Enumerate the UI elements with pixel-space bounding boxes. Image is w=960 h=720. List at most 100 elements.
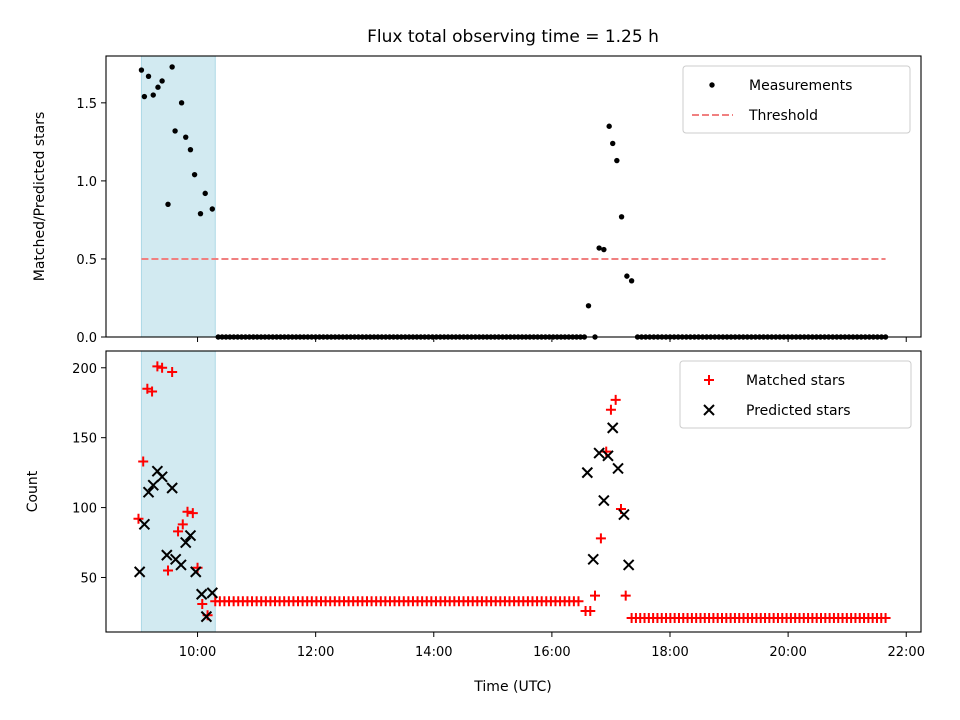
data-point <box>167 366 178 377</box>
data-point <box>182 506 193 517</box>
data-point <box>159 78 165 84</box>
data-point <box>628 278 635 284</box>
data-point <box>624 273 630 279</box>
data-point <box>610 394 621 405</box>
series-measurements <box>138 64 889 340</box>
legend-label: Measurements <box>749 78 852 94</box>
data-point <box>172 128 178 134</box>
legend-label: Matched stars <box>746 373 845 389</box>
data-point <box>169 64 175 70</box>
data-point <box>610 140 616 147</box>
legend-entry: Measurements <box>709 78 852 94</box>
y-tick-label: 0.5 <box>76 253 97 268</box>
bottom-panel: 50 100 150 200 10:00 12:00 14:00 16:00 18:00 20:0… <box>72 350 925 660</box>
data-point <box>133 566 146 578</box>
data-point <box>202 190 208 197</box>
data-point <box>590 590 600 601</box>
data-point <box>138 456 149 467</box>
data-point <box>157 362 168 373</box>
data-point <box>606 123 612 129</box>
data-point <box>150 92 156 98</box>
data-point <box>155 84 161 90</box>
data-point <box>156 471 168 483</box>
bottom-legend: Matched stars Predicted stars <box>679 360 912 429</box>
data-point <box>197 210 204 217</box>
data-point <box>703 404 715 416</box>
x-tick-label: 16:00 <box>533 645 570 660</box>
data-point <box>704 375 714 385</box>
data-point <box>618 214 625 220</box>
legend-entry: Threshold <box>692 108 818 124</box>
data-point <box>177 519 188 530</box>
y-tick-label: 1.5 <box>76 97 97 112</box>
data-point <box>187 146 194 153</box>
data-point <box>602 450 614 462</box>
data-point <box>209 206 216 212</box>
y-tick-label: 100 <box>72 502 97 517</box>
data-point <box>581 466 594 479</box>
data-point <box>173 526 184 537</box>
top-legend: Measurements Threshold <box>682 65 911 134</box>
data-point <box>587 553 599 566</box>
chart-title: Flux total observing time = 1.25 h <box>367 27 659 47</box>
data-point <box>607 422 619 434</box>
data-point <box>601 246 607 253</box>
legend-box <box>679 360 912 429</box>
x-tick-label: 22:00 <box>888 645 925 660</box>
data-point <box>180 536 192 549</box>
data-point <box>184 529 197 542</box>
legend-label: Predicted stars <box>746 403 851 419</box>
legend-label: Threshold <box>748 108 818 124</box>
data-point <box>709 82 715 88</box>
data-point <box>183 134 189 140</box>
series-matched-stars <box>133 361 891 624</box>
data-point <box>598 494 610 507</box>
series-predicted-stars <box>133 422 635 623</box>
top-y-axis-label: Matched/Predicted stars <box>32 112 48 282</box>
data-point <box>161 549 173 561</box>
y-tick-label: 200 <box>72 362 97 377</box>
y-tick-label: 0.0 <box>76 331 97 346</box>
data-point <box>612 462 624 475</box>
data-point <box>147 386 158 397</box>
data-point <box>145 73 152 79</box>
bottom-y-axis-label: Count <box>25 470 41 512</box>
y-tick-label: 150 <box>72 432 97 447</box>
data-point <box>165 201 171 208</box>
data-point <box>593 447 605 459</box>
data-point <box>141 93 148 100</box>
data-point <box>585 303 592 309</box>
y-tick-label: 1.0 <box>76 175 97 190</box>
x-tick-label: 18:00 <box>651 645 688 660</box>
x-tick-label: 12:00 <box>297 645 334 660</box>
data-point <box>614 157 620 164</box>
legend-entry: Predicted stars <box>703 403 851 419</box>
data-point <box>573 596 584 607</box>
data-point <box>206 587 219 599</box>
data-point <box>622 559 635 571</box>
data-point <box>618 508 630 521</box>
data-point <box>197 599 208 610</box>
data-point <box>142 486 155 498</box>
data-point <box>175 559 187 571</box>
data-point <box>147 479 159 491</box>
y-tick-label: 50 <box>80 571 97 586</box>
data-point <box>195 588 208 600</box>
data-point <box>200 610 213 623</box>
observing-window-shade <box>140 350 216 633</box>
data-point <box>138 518 151 531</box>
data-point <box>178 100 185 106</box>
data-point <box>605 404 616 415</box>
data-point <box>163 565 174 576</box>
data-point <box>596 245 602 251</box>
axes-frame <box>105 350 922 633</box>
top-panel: 0.0 0.5 1.0 1.5 <box>76 55 922 346</box>
observing-window-shade <box>140 55 216 338</box>
data-point <box>595 533 606 544</box>
data-point <box>138 67 145 73</box>
x-axis-label: Time (UTC) <box>473 679 551 695</box>
data-point <box>620 590 631 601</box>
x-tick-label: 20:00 <box>769 645 806 660</box>
legend-box <box>682 65 911 134</box>
